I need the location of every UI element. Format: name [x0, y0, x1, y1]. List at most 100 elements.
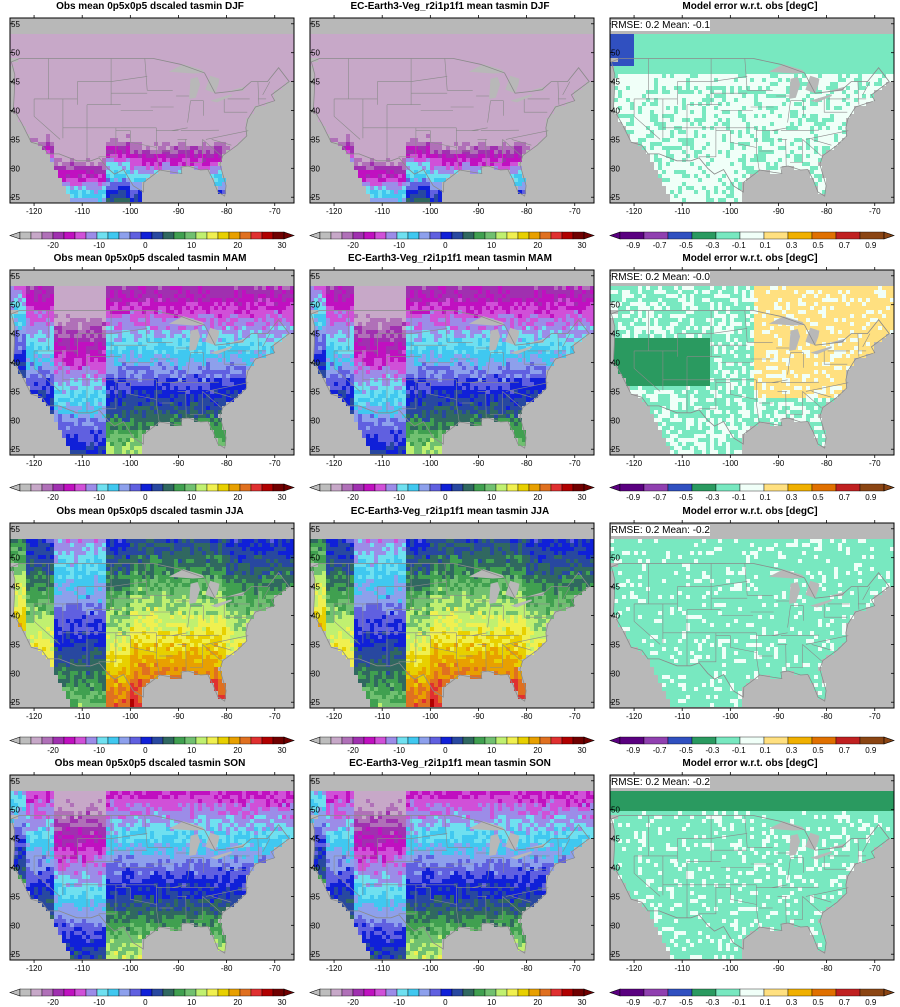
colorbar-swatch: [240, 989, 251, 996]
colorbar-swatch: [463, 989, 474, 996]
colorbar-swatch: [342, 484, 353, 491]
colorbar-swatch: [75, 989, 86, 996]
lat-tick-label: 45: [11, 78, 20, 87]
colorbar-swatch: [86, 484, 97, 491]
colorbar-label: 30: [278, 241, 287, 250]
colorbar-swatch: [320, 232, 331, 239]
panel-title: Model error w.r.t. obs [degC]: [600, 253, 900, 264]
map-canvas: -120-110-100-90-80-7055504540353025-20-1…: [300, 505, 600, 755]
colorbar-label: 0.3: [786, 241, 798, 250]
lat-tick-label: 35: [11, 892, 20, 901]
colorbar-label: 20: [533, 493, 542, 502]
colorbar-swatch: [860, 737, 884, 744]
colorbar-swatch: [331, 232, 342, 239]
colorbar-swatch: [452, 484, 463, 491]
colorbar-swatch: [441, 484, 452, 491]
lon-tick-label: -90: [473, 459, 485, 468]
colorbar-swatch: [207, 737, 218, 744]
lon-tick-label: -110: [374, 712, 390, 721]
lat-tick-label: 30: [11, 921, 20, 930]
colorbar-swatch: [174, 737, 185, 744]
lon-tick-label: -80: [521, 712, 533, 721]
colorbar-swatch: [540, 232, 551, 239]
colorbar-swatch: [53, 989, 64, 996]
lat-tick-label: 55: [311, 777, 320, 786]
colorbar-label: -0.7: [653, 746, 667, 755]
colorbar-swatch: [408, 484, 419, 491]
colorbar-swatch: [860, 989, 884, 996]
lat-tick-label: 55: [311, 272, 320, 281]
colorbar-label: -0.3: [706, 746, 720, 755]
lon-tick-label: -100: [122, 207, 139, 216]
lat-tick-label: 25: [311, 193, 320, 202]
lon-tick-label: -110: [674, 207, 690, 216]
colorbar-swatch: [196, 737, 207, 744]
colorbar-min-arrow: [310, 989, 320, 996]
colorbar-swatch: [64, 989, 75, 996]
colorbar-swatch: [836, 989, 860, 996]
lat-tick-label: 30: [611, 164, 620, 173]
colorbar-swatch: [386, 484, 397, 491]
lon-tick-label: -100: [722, 459, 739, 468]
colorbar-swatch: [540, 989, 551, 996]
colorbar-label: 0.3: [786, 493, 798, 502]
colorbar-swatch: [375, 232, 386, 239]
lon-tick-label: -80: [521, 207, 533, 216]
lon-tick-label: -120: [26, 207, 43, 216]
colorbar-label: 0: [443, 746, 448, 755]
colorbar-swatch: [229, 737, 240, 744]
lat-tick-label: 35: [311, 387, 320, 396]
colorbar-swatch: [42, 232, 53, 239]
colorbar-swatch: [485, 737, 496, 744]
colorbar-swatch: [364, 737, 375, 744]
colorbar-swatch: [788, 232, 812, 239]
map-panel-jja-error: -120-110-100-90-80-7055504540353025-0.9-…: [600, 505, 900, 755]
colorbar-swatch: [716, 737, 740, 744]
colorbar-swatch: [836, 737, 860, 744]
lon-tick-label: -90: [773, 712, 785, 721]
lon-tick-label: -110: [374, 964, 390, 973]
colorbar-swatch: [31, 484, 42, 491]
colorbar-swatch: [218, 232, 229, 239]
colorbar-label: -20: [347, 746, 359, 755]
lat-tick-label: 45: [11, 835, 20, 844]
colorbar-max-arrow: [584, 989, 594, 996]
lat-tick-label: 50: [11, 49, 20, 58]
colorbar-label: 0.7: [839, 493, 851, 502]
colorbar-swatch: [573, 232, 584, 239]
colorbar-swatch: [375, 989, 386, 996]
colorbar-swatch: [20, 737, 31, 744]
lat-tick-label: 45: [311, 583, 320, 592]
colorbar-label: -0.5: [679, 241, 693, 250]
lon-tick-label: -110: [74, 459, 90, 468]
lat-tick-label: 50: [311, 554, 320, 563]
colorbar-swatch: [152, 232, 163, 239]
lon-tick-label: -110: [74, 712, 90, 721]
colorbar-swatch: [262, 232, 273, 239]
lat-tick-label: 45: [611, 330, 620, 339]
colorbar-swatch: [108, 989, 119, 996]
colorbar-label: -0.5: [679, 746, 693, 755]
colorbar-swatch: [86, 737, 97, 744]
colorbar-swatch: [644, 232, 668, 239]
colorbar-min-arrow: [310, 232, 320, 239]
panel-title: EC-Earth3-Veg_r2i1p1f1 mean tasmin MAM: [300, 253, 600, 264]
colorbar-swatch: [229, 484, 240, 491]
colorbar-label: 10: [187, 746, 196, 755]
colorbar-swatch: [353, 989, 364, 996]
colorbar-swatch: [692, 737, 716, 744]
colorbar-swatch: [408, 737, 419, 744]
colorbar-swatch: [518, 232, 529, 239]
colorbar-max-arrow: [284, 989, 294, 996]
lat-tick-label: 25: [311, 698, 320, 707]
colorbar-label: -0.7: [653, 241, 667, 250]
colorbar-label: 0: [443, 493, 448, 502]
colorbar-swatch: [64, 232, 75, 239]
colorbar-swatch: [644, 484, 668, 491]
lat-tick-label: 25: [311, 950, 320, 959]
lat-tick-label: 30: [311, 669, 320, 678]
colorbar-swatch: [397, 737, 408, 744]
panel-title: Obs mean 0p5x0p5 dscaled tasmin JJA: [0, 506, 300, 517]
